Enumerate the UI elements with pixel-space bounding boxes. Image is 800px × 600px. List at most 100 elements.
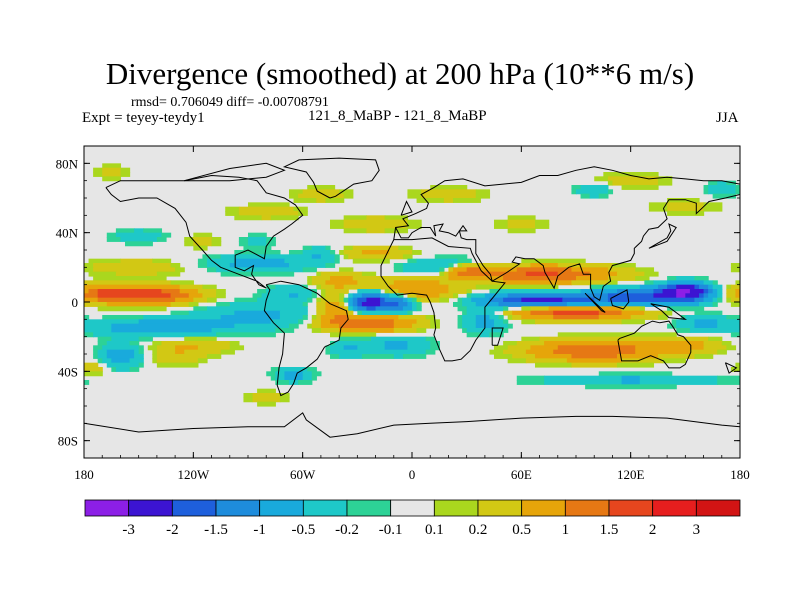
contour-cell (352, 245, 399, 251)
coastline-segment (282, 157, 380, 199)
contour-cell (712, 297, 718, 303)
colorbar: -3 -2 -1.5 -1 -0.5 -0.2 -0.1 0.1 0.2 0.5 1 1.5 2 3 (84, 499, 741, 538)
contour-cell (457, 258, 472, 264)
contour-cell (521, 258, 586, 264)
contour-cell (184, 336, 217, 342)
contour-cell (339, 297, 345, 303)
contour-cell (316, 302, 327, 307)
contour-cell (425, 315, 436, 320)
y-tick-label: 80N (56, 156, 79, 171)
contour-cell (211, 241, 222, 247)
contour-cell (216, 332, 276, 338)
contour-cell (703, 293, 709, 299)
contour-cell (156, 354, 208, 359)
contour-cell (498, 289, 582, 294)
contour-cell (475, 193, 491, 199)
contour-cell (188, 302, 199, 307)
contour-cell (311, 293, 317, 299)
contour-cell (175, 345, 199, 351)
contour-cell (234, 250, 281, 255)
contour-cell (621, 310, 645, 316)
contour-cell (202, 293, 217, 299)
contour-cell (393, 319, 418, 325)
x-tick-label: 180 (74, 467, 94, 482)
experiment-label: Expt = teyey-teydy1 (82, 110, 205, 126)
contour-cell (621, 358, 664, 364)
contour-cell (730, 302, 740, 307)
contour-cell (644, 280, 655, 286)
contour-cell (284, 371, 304, 377)
contour-cell (434, 254, 468, 260)
contour-cell (97, 341, 108, 346)
coastline-segment (393, 166, 740, 240)
contour-cell (457, 271, 527, 277)
contour-cell (462, 319, 477, 325)
contour-cell (589, 271, 618, 277)
y-tick-label: 80S (58, 434, 78, 449)
contour-cell (147, 345, 158, 351)
contour-cell (225, 211, 240, 216)
contour-cell (694, 284, 700, 290)
coastline-segment (400, 200, 413, 216)
contour-cell (580, 185, 609, 190)
contour-cell (115, 271, 158, 277)
contour-cell (93, 263, 172, 268)
contour-cell (97, 306, 167, 312)
x-tick-label: 0 (409, 467, 416, 482)
contour-cell (279, 393, 290, 398)
contour-cell (234, 297, 258, 303)
contour-cell (662, 310, 673, 316)
contour-cell (621, 319, 645, 325)
contour-cell (293, 206, 308, 212)
contour-cell (325, 289, 349, 294)
contour-cell (503, 328, 509, 333)
contour-cell (530, 345, 559, 351)
chart-title: Divergence (smoothed) at 200 hPa (10**6 … (105, 56, 695, 91)
contour-cell (730, 284, 740, 290)
contour-cell (462, 310, 468, 316)
contour-cell (521, 315, 554, 320)
contour-cell (197, 289, 217, 294)
contour-cell (607, 276, 636, 281)
contour-cell (289, 193, 299, 199)
contour-cell (507, 358, 527, 364)
contour-cell (735, 185, 740, 190)
contour-cell (412, 306, 418, 312)
contour-cell (225, 206, 240, 212)
contour-cell (407, 224, 422, 229)
contour-cell (339, 302, 345, 307)
contour-cell (708, 189, 737, 195)
contour-cell (503, 276, 577, 281)
contour-cell (726, 297, 732, 303)
contour-cell (398, 293, 404, 299)
contour-cell (134, 349, 140, 355)
contour-cell (325, 245, 331, 251)
contour-cell (366, 297, 381, 303)
contour-cell (129, 358, 144, 364)
contour-cell (125, 241, 153, 247)
contour-cell (658, 180, 673, 186)
contour-cell (325, 310, 349, 316)
contour-cell (275, 380, 290, 385)
contour-cell (553, 310, 600, 316)
contour-cell (430, 185, 468, 190)
contour-cell (503, 297, 522, 303)
contour-cell (93, 172, 103, 177)
contour-cell (266, 371, 276, 377)
contour-cell (726, 289, 737, 294)
contour-cell (516, 375, 545, 381)
contour-cell (421, 193, 477, 199)
contour-cell (712, 193, 737, 199)
contour-cell (339, 267, 354, 273)
contour-cell (416, 293, 440, 299)
contour-cell (407, 258, 418, 264)
contour-cell (311, 375, 317, 381)
contour-cell (494, 323, 509, 329)
contour-cell (667, 211, 705, 216)
contour-cell (712, 289, 718, 294)
contour-cell (106, 232, 117, 238)
contour-cell (557, 345, 636, 351)
contour-cell (630, 315, 659, 320)
contour-cell (234, 258, 286, 264)
contour-cell (325, 263, 336, 268)
